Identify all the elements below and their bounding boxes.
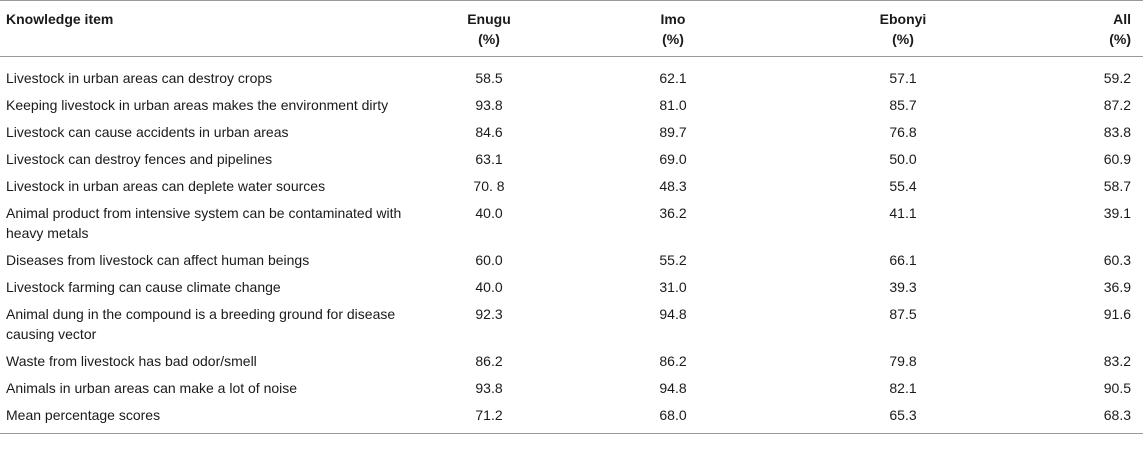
header-all: All (%) — [1018, 1, 1143, 57]
imo-cell: 36.2 — [659, 205, 687, 221]
imo-cell: 69.0 — [659, 151, 687, 167]
knowledge-item-cell: Livestock can destroy fences and pipelin… — [6, 151, 273, 167]
table-row: Livestock farming can cause climate chan… — [0, 273, 1143, 300]
table-header: Knowledge item Enugu (%) Imo (%) Ebonyi … — [0, 0, 1143, 57]
header-unit: (%) — [662, 31, 684, 47]
imo-cell: 62.1 — [659, 70, 687, 86]
table-row: Mean percentage scores 71.2 68.0 65.3 68… — [0, 401, 1143, 434]
enugu-cell: 71.2 — [475, 407, 503, 423]
all-cell: 58.7 — [1103, 178, 1131, 194]
table-body: Livestock in urban areas can destroy cro… — [0, 57, 1143, 434]
all-cell: 59.2 — [1103, 70, 1131, 86]
table-row: Diseases from livestock can affect human… — [0, 246, 1143, 273]
header-row: Knowledge item Enugu (%) Imo (%) Ebonyi … — [0, 0, 1143, 57]
header-enugu: Enugu (%) — [420, 1, 558, 57]
ebonyi-cell: 57.1 — [889, 70, 917, 86]
table-row: Animals in urban areas can make a lot of… — [0, 374, 1143, 401]
header-imo: Imo (%) — [558, 1, 788, 57]
header-label: Imo — [660, 11, 686, 27]
header-label: Knowledge item — [6, 11, 114, 27]
ebonyi-cell: 76.8 — [889, 124, 917, 140]
all-cell: 83.2 — [1103, 353, 1131, 369]
ebonyi-cell: 55.4 — [889, 178, 917, 194]
enugu-cell: 40.0 — [475, 205, 503, 221]
table-row: Livestock can destroy fences and pipelin… — [0, 145, 1143, 172]
ebonyi-cell: 79.8 — [889, 353, 917, 369]
enugu-cell: 60.0 — [475, 252, 503, 268]
ebonyi-cell: 41.1 — [889, 205, 917, 221]
header-unit: (%) — [478, 31, 500, 47]
enugu-cell: 93.8 — [475, 97, 503, 113]
table-row: Livestock in urban areas can destroy cro… — [0, 57, 1143, 92]
ebonyi-cell: 85.7 — [889, 97, 917, 113]
knowledge-item-cell: Livestock farming can cause climate chan… — [6, 279, 281, 295]
table-row: Animal dung in the compound is a breedin… — [0, 300, 1143, 347]
header-label: All — [1113, 11, 1131, 27]
imo-cell: 68.0 — [659, 407, 687, 423]
enugu-cell: 63.1 — [475, 151, 503, 167]
imo-cell: 48.3 — [659, 178, 687, 194]
all-cell: 60.3 — [1103, 252, 1131, 268]
header-label: Ebonyi — [879, 11, 927, 27]
ebonyi-cell: 87.5 — [889, 306, 917, 322]
imo-cell: 86.2 — [659, 353, 687, 369]
header-label: Enugu — [467, 11, 511, 27]
knowledge-item-cell: Animals in urban areas can make a lot of… — [6, 380, 298, 396]
imo-cell: 94.8 — [659, 306, 687, 322]
knowledge-item-cell: Keeping livestock in urban areas makes t… — [6, 97, 389, 113]
enugu-cell: 92.3 — [475, 306, 503, 322]
all-cell: 36.9 — [1103, 279, 1131, 295]
all-cell: 39.1 — [1103, 205, 1131, 221]
imo-cell: 55.2 — [659, 252, 687, 268]
knowledge-item-cell: Mean percentage scores — [6, 407, 161, 423]
imo-cell: 89.7 — [659, 124, 687, 140]
knowledge-item-cell: Waste from livestock has bad odor/smell — [6, 353, 257, 369]
table-row: Waste from livestock has bad odor/smell … — [0, 347, 1143, 374]
knowledge-table: Knowledge item Enugu (%) Imo (%) Ebonyi … — [0, 0, 1143, 434]
all-cell: 87.2 — [1103, 97, 1131, 113]
ebonyi-cell: 82.1 — [889, 380, 917, 396]
all-cell: 83.8 — [1103, 124, 1131, 140]
ebonyi-cell: 50.0 — [889, 151, 917, 167]
knowledge-item-cell: Livestock can cause accidents in urban a… — [6, 124, 289, 140]
enugu-cell: 86.2 — [475, 353, 503, 369]
enugu-cell: 58.5 — [475, 70, 503, 86]
knowledge-item-cell: Diseases from livestock can affect human… — [6, 252, 310, 268]
enugu-cell: 40.0 — [475, 279, 503, 295]
knowledge-item-cell: Livestock in urban areas can deplete wat… — [6, 178, 326, 194]
ebonyi-cell: 66.1 — [889, 252, 917, 268]
ebonyi-cell: 65.3 — [889, 407, 917, 423]
table-row: Keeping livestock in urban areas makes t… — [0, 91, 1143, 118]
knowledge-item-cell: Livestock in urban areas can destroy cro… — [6, 70, 273, 86]
header-ebonyi: Ebonyi (%) — [788, 1, 1018, 57]
all-cell: 60.9 — [1103, 151, 1131, 167]
enugu-cell: 70. 8 — [473, 178, 505, 194]
all-cell: 68.3 — [1103, 407, 1131, 423]
table-row: Livestock can cause accidents in urban a… — [0, 118, 1143, 145]
enugu-cell: 93.8 — [475, 380, 503, 396]
all-cell: 91.6 — [1103, 306, 1131, 322]
imo-cell: 31.0 — [659, 279, 687, 295]
header-unit: (%) — [892, 31, 914, 47]
table-row: Animal product from intensive system can… — [0, 199, 1143, 246]
knowledge-item-cell: Animal product from intensive system can… — [6, 205, 402, 241]
imo-cell: 94.8 — [659, 380, 687, 396]
ebonyi-cell: 39.3 — [889, 279, 917, 295]
header-unit: (%) — [1109, 31, 1131, 47]
knowledge-item-cell: Animal dung in the compound is a breedin… — [6, 306, 396, 342]
all-cell: 90.5 — [1103, 380, 1131, 396]
header-knowledge-item: Knowledge item — [0, 1, 420, 57]
imo-cell: 81.0 — [659, 97, 687, 113]
table-row: Livestock in urban areas can deplete wat… — [0, 172, 1143, 199]
enugu-cell: 84.6 — [475, 124, 503, 140]
